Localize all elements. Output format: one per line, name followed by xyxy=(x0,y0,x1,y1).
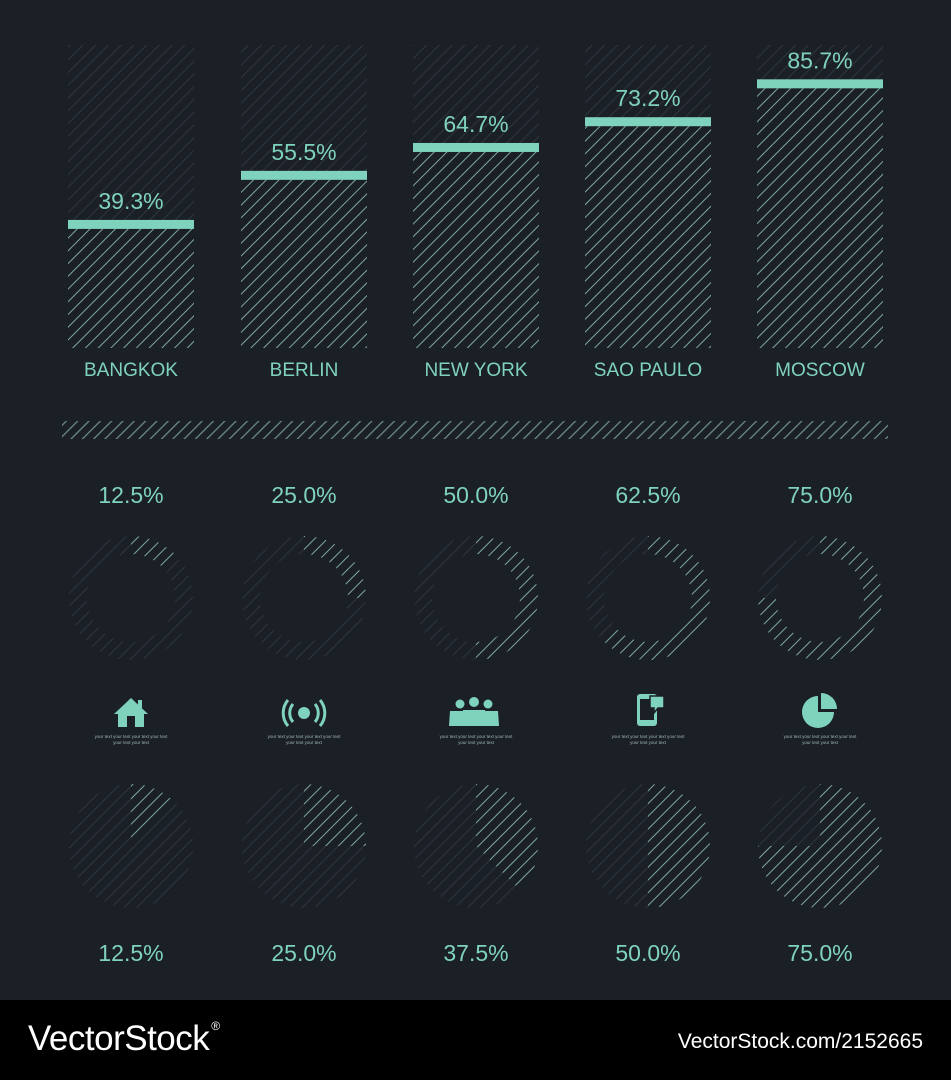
bar-chart xyxy=(68,45,883,348)
bar-value-label: 73.2% xyxy=(615,85,680,111)
ring-slice xyxy=(304,536,366,598)
icon-caption-text: your text your text xyxy=(458,740,495,745)
bar-value-label: 64.7% xyxy=(443,111,508,137)
pie-chart xyxy=(414,784,539,908)
icon-caption-text: your text your text xyxy=(113,740,150,745)
bar-top-marker xyxy=(413,142,539,152)
bar-track xyxy=(68,45,194,229)
pie-chart xyxy=(69,784,193,908)
bar-top-marker xyxy=(241,170,367,180)
bar xyxy=(413,151,539,348)
bar xyxy=(585,126,711,348)
people-group-icon xyxy=(449,697,499,726)
pie-chart xyxy=(586,784,710,908)
bar-category-label: BERLIN xyxy=(270,360,339,381)
pie-charts xyxy=(69,784,882,908)
ring-value-label: 25.0% xyxy=(271,482,336,508)
pie-chart xyxy=(242,784,366,908)
bar-top-marker xyxy=(585,117,711,127)
ring-slice xyxy=(476,536,538,660)
ring-slice xyxy=(604,536,710,660)
pie-slice xyxy=(648,784,710,908)
icons-row xyxy=(114,693,837,728)
watermark-bar xyxy=(0,1000,951,1080)
watermark-id: VectorStock.com/2152665 xyxy=(677,1030,923,1053)
pie-slice xyxy=(476,784,539,890)
infographic-canvas: 39.3% BANGKOK 55.5% BERLIN 64.7% NEW YORK 73.2… xyxy=(62,45,888,966)
ring-chart xyxy=(586,536,710,660)
bar-top-marker xyxy=(68,219,194,229)
bar xyxy=(241,179,367,348)
pie-value-label: 12.5% xyxy=(98,940,163,966)
pie-chart-icon xyxy=(802,693,837,728)
pie-value-label: 50.0% xyxy=(615,940,680,966)
ring-charts xyxy=(68,535,882,661)
icon-caption-text: your text your text your text your text xyxy=(268,734,342,739)
ring-slice xyxy=(131,536,175,567)
smartphone-message-icon xyxy=(637,694,665,726)
icon-caption-text: your text your text your text your text xyxy=(95,734,169,739)
ring-value-label: 75.0% xyxy=(787,482,852,508)
house-icon xyxy=(114,698,148,727)
ring-chart-labels: 12.5% 25.0% 50.0% 62.5% 75.0% xyxy=(98,482,852,508)
bar-track xyxy=(413,45,539,152)
pie-chart xyxy=(758,784,882,908)
icon-caption-text: your text your text xyxy=(286,740,323,745)
ring-value-label: 62.5% xyxy=(615,482,680,508)
bar-track xyxy=(585,45,711,127)
ring-chart xyxy=(68,535,194,661)
bar-category-label: NEW YORK xyxy=(424,360,527,381)
bar-top-marker xyxy=(757,79,883,89)
pie-chart-labels: 12.5% 25.0% 37.5% 50.0% 75.0% xyxy=(98,940,852,966)
pie-value-label: 25.0% xyxy=(271,940,336,966)
bar-value-label: 39.3% xyxy=(98,188,163,214)
bar-category-label: BANGKOK xyxy=(84,360,178,381)
hatched-divider xyxy=(62,421,888,439)
bar-track xyxy=(241,45,367,180)
icon-caption-text: your text your text your text your text xyxy=(440,734,514,739)
watermark-logo: VectorStock ® xyxy=(28,1019,220,1058)
bar-chart-labels: 39.3% BANGKOK 55.5% BERLIN 64.7% NEW YORK 73.2… xyxy=(84,47,865,381)
ring-chart xyxy=(758,536,882,660)
icon-caption-text: your text your text your text your text xyxy=(784,734,858,739)
pie-slice xyxy=(758,784,882,908)
bar xyxy=(757,88,883,348)
ring-value-label: 12.5% xyxy=(98,482,163,508)
icon-caption-text: your text your text xyxy=(802,740,839,745)
bar-category-label: SAO PAULO xyxy=(594,360,702,381)
icon-captions: your text your text your text your texty… xyxy=(95,734,858,745)
ring-value-label: 50.0% xyxy=(443,482,508,508)
pie-slice xyxy=(304,784,366,846)
ring-chart xyxy=(241,535,367,661)
icon-caption-text: your text your text your text your text xyxy=(612,734,686,739)
bar-value-label: 55.5% xyxy=(271,139,336,165)
pie-slice xyxy=(131,784,175,846)
ring-chart xyxy=(413,535,539,661)
pie-value-label: 37.5% xyxy=(443,940,508,966)
bar xyxy=(68,228,194,348)
wireless-signal-icon xyxy=(281,699,327,727)
bar-value-label: 85.7% xyxy=(787,47,852,73)
icon-caption-text: your text your text xyxy=(630,740,667,745)
bar-category-label: MOSCOW xyxy=(775,360,865,381)
pie-value-label: 75.0% xyxy=(787,940,852,966)
